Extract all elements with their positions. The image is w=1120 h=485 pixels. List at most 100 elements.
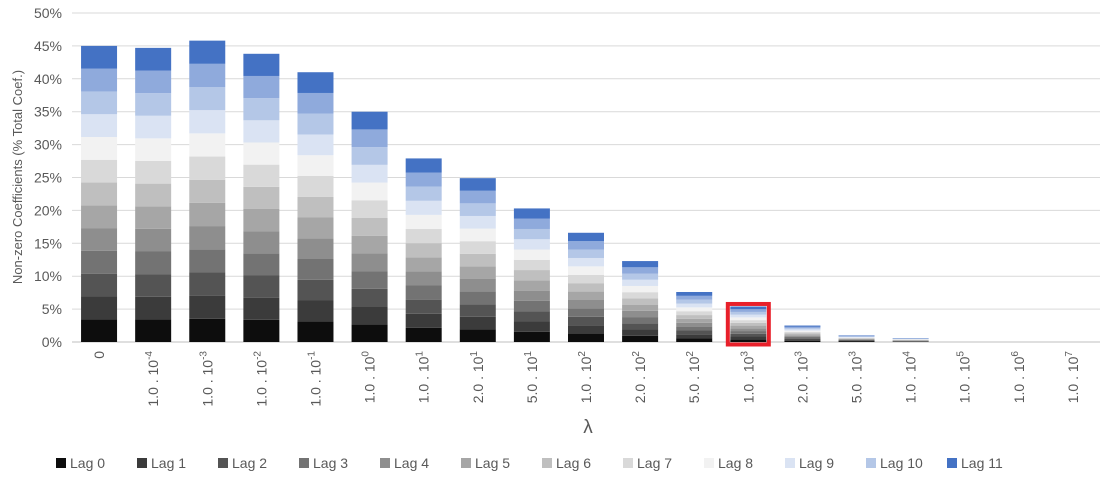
bar-segment [730,339,767,342]
bar-segment [297,155,334,176]
legend-item: Lag 11 [947,455,1003,471]
legend-swatch [137,458,147,468]
bar-segment [405,271,442,286]
bar-segment [243,53,280,76]
bar-segment [459,316,496,330]
bar-stack [784,325,821,342]
bar-segment [513,280,550,291]
y-tick-label: 20% [34,202,62,218]
bar-segment [784,331,821,334]
bar-segment [81,68,118,92]
bar-segment [784,336,821,339]
bar-segment [297,113,334,135]
bar-segment [81,228,118,251]
bar-segment [135,47,172,71]
bar-segment [838,341,875,342]
legend-swatch [461,458,471,468]
bar-segment [622,292,659,299]
legend-item: Lag 7 [623,455,672,471]
bar-segment [568,291,604,300]
bar-segment [622,285,659,293]
bar-segment [405,285,442,300]
x-axis-tick-labels: 0 1.0 . 10-4 1.0 . 10-3 1.0 . 10-2 1.0 . 10-… [91,351,1081,407]
bar-segment [135,206,172,229]
legend-swatch [704,458,714,468]
bar-segment [297,92,334,114]
y-tick-label: 10% [34,268,62,284]
bar-segment [730,331,767,334]
highlight-box [725,301,771,347]
y-tick-label: 45% [34,38,62,54]
bar-segment [351,182,388,201]
bar-segment [135,138,172,161]
bar-segment [135,183,172,207]
bar-segment [297,238,334,259]
bar-segment [513,249,550,260]
bar-stack [405,158,442,342]
bar-segment [513,208,550,219]
legend-label: Lag 6 [556,455,591,471]
bar-segment [676,295,713,300]
bar-segment [784,339,821,341]
bar-stack [622,261,659,342]
bar-segment [405,200,442,215]
bar-segment [243,231,280,254]
bar-segment [405,313,442,328]
bar-stack [459,178,496,342]
bar-segment [81,273,118,297]
bar-segment [730,336,767,340]
bar-segment [243,275,280,298]
legend-item: Lag 5 [461,455,510,471]
bar-segment [622,335,659,342]
legend-label: Lag 4 [394,455,429,471]
legend-swatch [218,458,228,468]
bar-segment [351,271,388,289]
bars [81,40,929,347]
bar-segment [81,137,118,160]
bar-segment [81,296,118,320]
bar-segment [297,321,334,342]
bar-segment [189,202,226,227]
bar-segment [405,172,442,187]
bar-segment [622,304,659,311]
y-tick-label: 40% [34,71,62,87]
bar-segment [513,290,550,301]
bar-segment [838,339,875,340]
bar-segment [81,182,118,206]
x-tick-label: 5.0 . 101 [523,351,540,404]
bar-segment [676,303,713,308]
bar-segment [622,298,659,305]
bar-segment [838,340,875,341]
bar-segment [189,179,226,203]
x-tick-label: 5.0 . 103 [848,351,865,404]
x-tick-label: 0 [91,351,107,359]
bar-segment [459,203,496,216]
bar-segment [784,335,821,337]
x-tick-label: 1.0 . 107 [1064,351,1081,404]
y-tick-label: 15% [34,235,62,251]
bar-segment [189,226,226,250]
bar-segment [189,133,226,157]
bar-segment [838,335,875,337]
x-tick-label: 1.0 . 10-2 [252,351,269,407]
bar-segment [189,295,226,319]
bar-segment [189,86,226,111]
bar-stack [725,301,771,347]
bar-segment [568,232,604,242]
x-tick-label: 5.0 . 102 [685,351,702,404]
bar-segment [351,306,388,325]
bar-stack [838,335,875,342]
bar-segment [405,243,442,258]
legend-label: Lag 10 [880,455,923,471]
x-tick-label: 1.0 . 10-4 [144,351,161,407]
bar-stack [351,111,388,342]
bar-segment [459,215,496,229]
y-tick-label: 25% [34,170,62,186]
bar-segment [459,253,496,267]
bar-segment [351,235,388,254]
legend-item: Lag 3 [299,455,348,471]
legend-label: Lag 11 [961,455,1003,471]
bar-segment [81,159,118,183]
gridlines [72,12,1100,343]
